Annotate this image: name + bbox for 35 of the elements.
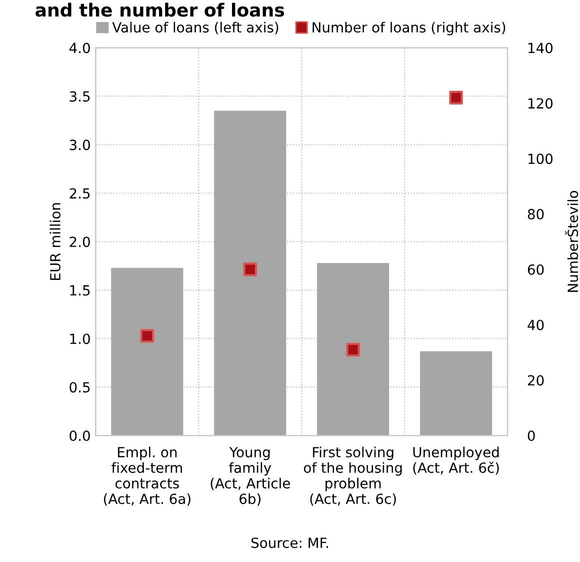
x-tick-label: Young family (Act, Article 6b) (210, 447, 290, 506)
bar (214, 110, 286, 436)
y-tick-label: 3.0 (70, 140, 90, 150)
y-tick-label: 1.0 (70, 334, 90, 344)
y-tick-label: 2.5 (70, 188, 90, 199)
y2-tick-label: 80 (528, 208, 544, 220)
point (243, 262, 257, 276)
point (346, 342, 360, 357)
x-tick-label: First solving of the housing problem (Act, Art. 6c) (304, 446, 402, 506)
y2-tick-label: 100 (528, 154, 553, 164)
y2-tick-label: 0 (528, 430, 535, 442)
y-tick-label: 0.5 (70, 382, 90, 393)
y-tick-label: 3.5 (70, 91, 90, 102)
y2-tick-label: 20 (528, 375, 544, 386)
y-axis-title: EUR million (50, 203, 61, 280)
y-tick-label: 1.5 (70, 285, 90, 296)
y-tick-label: 0.0 (70, 430, 90, 442)
y2-tick-label: 40 (528, 320, 544, 330)
bar (317, 262, 390, 436)
y2-axis-title: NumberŠtevilo (565, 190, 578, 292)
y2-tick-label: 60 (528, 264, 544, 275)
x-tick-label: Empl. on fixed-term contracts (Act, Art. 6a) (104, 446, 190, 506)
chart-title: and the number of loans (36, 2, 284, 17)
point (140, 328, 154, 343)
y2-tick-label: 140 (528, 42, 553, 54)
source-note: Source: MF. (251, 538, 328, 548)
legend-label: Value of loans (left axis) (112, 22, 278, 34)
y-tick-label: 4.0 (69, 42, 90, 54)
y2-tick-label: 120 (528, 98, 553, 109)
x-tick-label: Unemployed (Act, Art. 6č) (413, 446, 499, 475)
bar (111, 268, 184, 436)
y-tick-label: 2.0 (70, 236, 90, 248)
legend-label: Number of loans (right axis) (312, 22, 506, 36)
point (449, 90, 463, 104)
bar (420, 351, 492, 436)
